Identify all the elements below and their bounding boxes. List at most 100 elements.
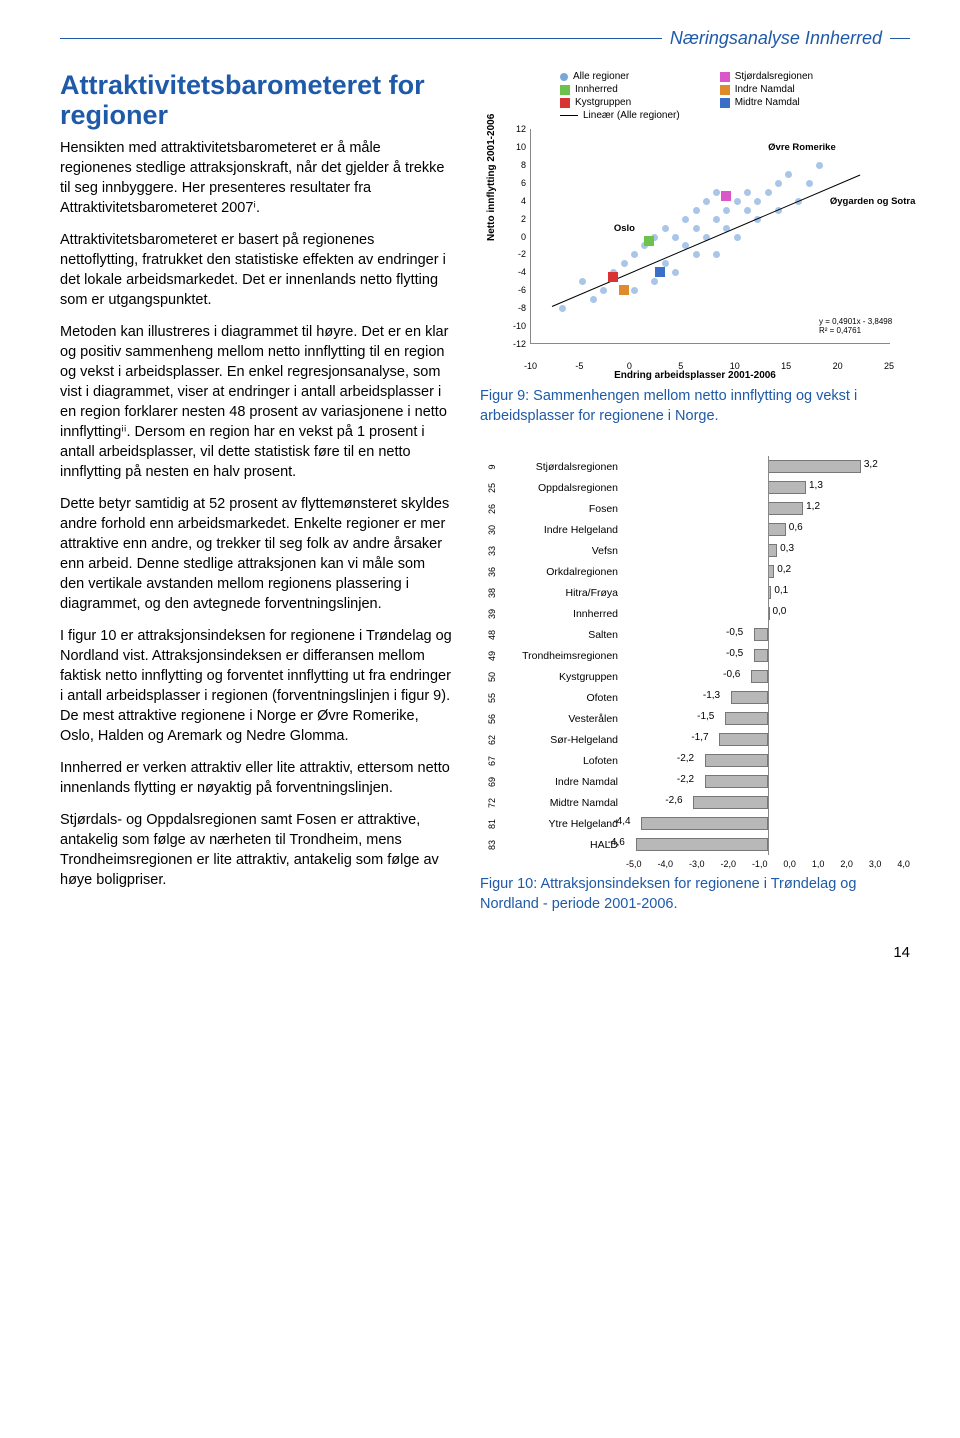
bar-chart: 9Stjørdalsregionen3,225Oppdalsregionen1,… bbox=[480, 456, 910, 869]
legend-item: Innherred bbox=[560, 84, 680, 95]
bar-axis: 0,6 bbox=[624, 519, 910, 540]
bar-axis: 3,2 bbox=[624, 456, 910, 477]
scatter-point bbox=[816, 162, 823, 169]
bar-row: 50Kystgruppen-0,6 bbox=[480, 666, 910, 687]
bar-rect bbox=[731, 691, 769, 704]
scatter-highlight bbox=[608, 272, 618, 282]
scatter-annotation: Oslo bbox=[614, 223, 635, 234]
header-title: Næringsanalyse Innherred bbox=[670, 28, 882, 49]
bar-value-label: -1,5 bbox=[697, 711, 714, 722]
y-tick: 10 bbox=[510, 142, 526, 152]
figure-10-caption: Figur 10: Attraksjonsindeksen for region… bbox=[480, 875, 910, 914]
scatter-point bbox=[662, 225, 669, 232]
bar-rect bbox=[754, 649, 768, 662]
bar-name: Orkdalregionen bbox=[504, 566, 624, 578]
bar-name: Oppdalsregionen bbox=[504, 482, 624, 494]
y-tick: -2 bbox=[510, 249, 526, 259]
bar-name: Sør-Helgeland bbox=[504, 734, 624, 746]
bar-axis: 1,2 bbox=[624, 498, 910, 519]
scatter-point bbox=[744, 189, 751, 196]
legend-item: Indre Namdal bbox=[720, 84, 813, 95]
bar-rank: 83 bbox=[487, 833, 497, 857]
body-paragraph: Hensikten med attraktivitetsbarometeret … bbox=[60, 138, 452, 218]
bar-tick: 1,0 bbox=[812, 859, 825, 869]
bar-name: Trondheimsregionen bbox=[504, 650, 624, 662]
legend-item: Lineær (Alle regioner) bbox=[560, 110, 680, 121]
bar-name: Ofoten bbox=[504, 692, 624, 704]
bar-name: Hitra/Frøya bbox=[504, 587, 624, 599]
scatter-annotation: Øvre Romerike bbox=[768, 142, 836, 153]
bar-rect bbox=[693, 796, 768, 809]
bar-tick: 2,0 bbox=[840, 859, 853, 869]
bar-value-label: 0,2 bbox=[777, 564, 791, 575]
y-tick: 4 bbox=[510, 196, 526, 206]
scatter-point bbox=[765, 189, 772, 196]
bar-name: Midtre Namdal bbox=[504, 797, 624, 809]
bar-axis: 0,3 bbox=[624, 540, 910, 561]
bar-row: 83 HALD-4,6 bbox=[480, 834, 910, 855]
scatter-point bbox=[662, 260, 669, 267]
bar-name: Salten bbox=[504, 629, 624, 641]
bar-name: Indre Namdal bbox=[504, 776, 624, 788]
bar-tick: -4,0 bbox=[657, 859, 673, 869]
rule-right bbox=[890, 38, 910, 39]
bar-row: 36Orkdalregionen0,2 bbox=[480, 561, 910, 582]
scatter-point bbox=[682, 216, 689, 223]
bar-value-label: -0,5 bbox=[726, 648, 743, 659]
scatter-point bbox=[672, 234, 679, 241]
bar-value-label: 0,3 bbox=[780, 543, 794, 554]
scatter-highlight bbox=[721, 191, 731, 201]
scatter-point bbox=[713, 216, 720, 223]
bar-tick: 0,0 bbox=[783, 859, 796, 869]
rule-left bbox=[60, 38, 662, 39]
bar-name: Ytre Helgeland bbox=[504, 818, 624, 830]
legend-item: Midtre Namdal bbox=[720, 97, 813, 108]
bar-value-label: 0,0 bbox=[772, 606, 786, 617]
bar-axis: 0,2 bbox=[624, 561, 910, 582]
bar-row: 48Salten-0,5 bbox=[480, 624, 910, 645]
bar-tick: 4,0 bbox=[897, 859, 910, 869]
scatter-point bbox=[703, 198, 710, 205]
y-tick: -10 bbox=[510, 321, 526, 331]
bar-row: 38Hitra/Frøya0,1 bbox=[480, 582, 910, 603]
bar-value-label: 1,3 bbox=[809, 480, 823, 491]
bar-rect bbox=[751, 670, 768, 683]
bar-row: 9Stjørdalsregionen3,2 bbox=[480, 456, 910, 477]
x-axis-label: Endring arbeidsplasser 2001-2006 bbox=[480, 370, 910, 381]
bar-name: HALD bbox=[504, 839, 624, 851]
bar-rect bbox=[754, 628, 768, 641]
bar-value-label: -2,2 bbox=[677, 753, 694, 764]
bar-tick: -1,0 bbox=[752, 859, 768, 869]
scatter-point bbox=[744, 207, 751, 214]
bar-value-label: -4,4 bbox=[613, 816, 630, 827]
bar-rect bbox=[641, 817, 768, 830]
scatter-point bbox=[651, 278, 658, 285]
bar-row: 25Oppdalsregionen1,3 bbox=[480, 477, 910, 498]
bar-row: 72Midtre Namdal-2,6 bbox=[480, 792, 910, 813]
bar-value-label: -0,6 bbox=[723, 669, 740, 680]
bar-row: 67Lofoten-2,2 bbox=[480, 750, 910, 771]
scatter-point bbox=[559, 305, 566, 312]
bar-row: 56Vesterålen-1,5 bbox=[480, 708, 910, 729]
scatter-point bbox=[806, 180, 813, 187]
y-tick: -8 bbox=[510, 303, 526, 313]
bar-tick: 3,0 bbox=[869, 859, 882, 869]
bar-rect bbox=[725, 712, 768, 725]
bar-value-label: -4,6 bbox=[608, 837, 625, 848]
bar-rect bbox=[719, 733, 768, 746]
page-number: 14 bbox=[60, 944, 910, 961]
scatter-annotation: Øygarden og Sotra bbox=[830, 196, 916, 207]
scatter-point bbox=[631, 251, 638, 258]
bar-value-label: -1,3 bbox=[703, 690, 720, 701]
bar-name: Lofoten bbox=[504, 755, 624, 767]
bar-rect bbox=[705, 775, 769, 788]
scatter-chart: Alle regionerInnherredKystgruppenLineær … bbox=[480, 71, 910, 381]
scatter-point bbox=[723, 207, 730, 214]
scatter-point bbox=[713, 251, 720, 258]
scatter-highlight bbox=[619, 285, 629, 295]
bar-name: Stjørdalsregionen bbox=[504, 461, 624, 473]
bar-row: 30Indre Helgeland0,6 bbox=[480, 519, 910, 540]
scatter-point bbox=[672, 269, 679, 276]
bar-axis: -0,6 bbox=[624, 666, 910, 687]
bar-row: 62Sør-Helgeland-1,7 bbox=[480, 729, 910, 750]
